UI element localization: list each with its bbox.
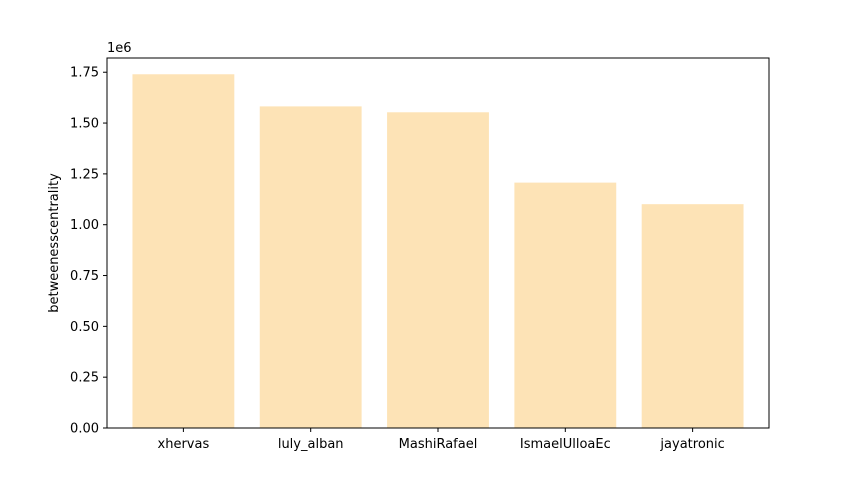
y-tick-label: 0.25 xyxy=(70,371,99,386)
x-axis-ticks: xhervas luly_alban MashiRafael IsmaelUlloaE… xyxy=(158,428,725,452)
y-axis-label: betweenesscentrality xyxy=(47,173,62,313)
y-tick-label: 0.50 xyxy=(70,320,99,335)
bar-xhervas xyxy=(132,74,235,428)
x-tick-label: xhervas xyxy=(158,437,210,452)
y-tick-label: 1.50 xyxy=(70,117,99,132)
y-tick-label: 1.25 xyxy=(70,167,99,182)
x-tick-label: luly_alban xyxy=(278,437,344,452)
bar-IsmaelUlloaEc xyxy=(514,182,617,428)
plot-frame xyxy=(106,57,770,429)
y-axis-ticks: 0.00 0.25 0.50 0.75 1.00 1.25 1.50 1.75 xyxy=(70,66,107,437)
x-tick-label: IsmaelUlloaEc xyxy=(520,437,611,452)
y-axis-offset-label: 1e6 xyxy=(107,41,132,56)
bar-jayatronic xyxy=(641,204,744,428)
bars xyxy=(132,74,744,429)
x-tick-label: jayatronic xyxy=(659,437,724,452)
x-tick-label: MashiRafael xyxy=(399,437,478,452)
y-tick-label: 0.00 xyxy=(70,422,99,437)
bar-luly_alban xyxy=(259,106,362,428)
y-tick-label: 0.75 xyxy=(70,269,99,284)
bar-MashiRafael xyxy=(387,112,489,429)
y-tick-label: 1.75 xyxy=(70,66,99,81)
y-tick-label: 1.00 xyxy=(70,218,99,233)
